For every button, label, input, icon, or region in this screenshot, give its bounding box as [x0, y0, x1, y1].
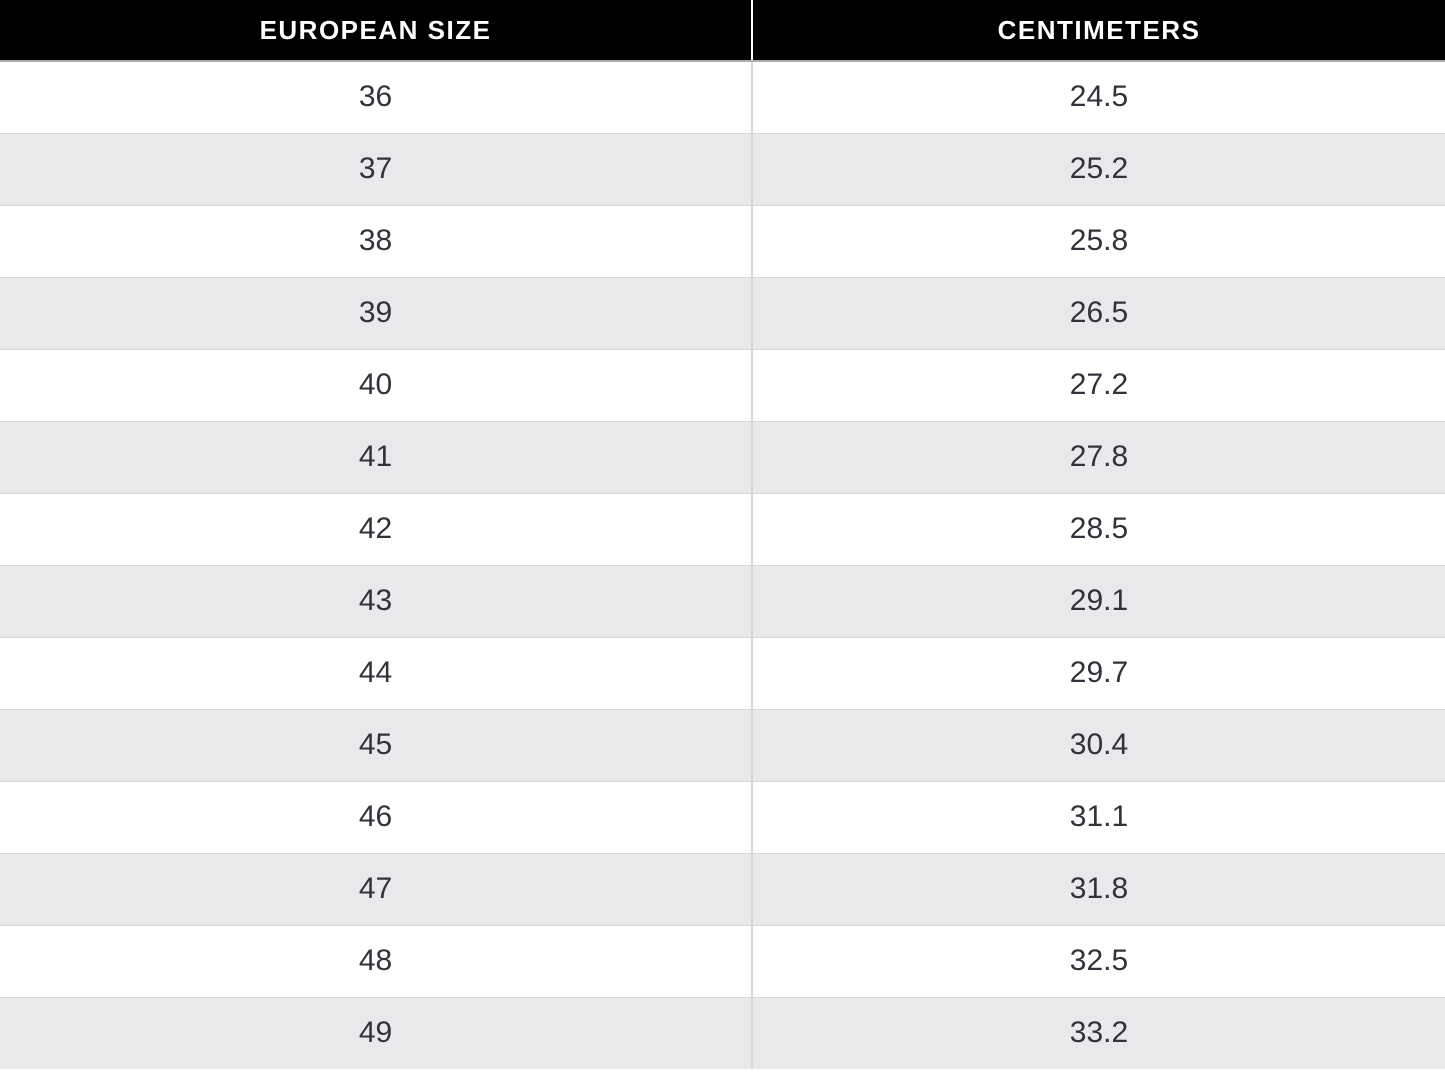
table-row: 48 32.5: [0, 924, 1445, 997]
header-row: EUROPEAN SIZE CENTIMETERS: [0, 0, 1445, 62]
centimeters-cell: 28.5: [752, 492, 1445, 565]
table-row: 47 31.8: [0, 852, 1445, 925]
european-size-cell: 47: [0, 852, 753, 925]
column-header-european-size: EUROPEAN SIZE: [0, 0, 753, 62]
centimeters-cell: 33.2: [752, 996, 1445, 1069]
table-row: 40 27.2: [0, 348, 1445, 421]
european-size-cell: 42: [0, 492, 753, 565]
centimeters-cell: 27.2: [752, 348, 1445, 421]
european-size-cell: 40: [0, 348, 753, 421]
table-row: 44 29.7: [0, 636, 1445, 709]
european-size-cell: 38: [0, 204, 753, 277]
european-size-cell: 45: [0, 708, 753, 781]
centimeters-cell: 29.1: [752, 564, 1445, 637]
table-row: 43 29.1: [0, 564, 1445, 637]
table-row: 42 28.5: [0, 492, 1445, 565]
european-size-cell: 37: [0, 132, 753, 205]
table-row: 45 30.4: [0, 708, 1445, 781]
centimeters-cell: 24.5: [752, 61, 1445, 133]
table-row: 46 31.1: [0, 780, 1445, 853]
table-header: EUROPEAN SIZE CENTIMETERS: [0, 0, 1445, 62]
centimeters-cell: 31.1: [752, 780, 1445, 853]
table-row: 36 24.5: [0, 61, 1445, 133]
table-row: 38 25.8: [0, 204, 1445, 277]
european-size-cell: 41: [0, 420, 753, 493]
european-size-cell: 49: [0, 996, 753, 1069]
table-body: 36 24.5 37 25.2 38 25.8 39 26.5 40 27.2 …: [0, 61, 1445, 1069]
centimeters-cell: 32.5: [752, 924, 1445, 997]
centimeters-cell: 27.8: [752, 420, 1445, 493]
european-size-cell: 39: [0, 276, 753, 349]
centimeters-cell: 26.5: [752, 276, 1445, 349]
table-row: 49 33.2: [0, 996, 1445, 1069]
centimeters-cell: 31.8: [752, 852, 1445, 925]
european-size-cell: 46: [0, 780, 753, 853]
column-header-centimeters: CENTIMETERS: [752, 0, 1445, 62]
table-row: 39 26.5: [0, 276, 1445, 349]
centimeters-cell: 30.4: [752, 708, 1445, 781]
european-size-cell: 36: [0, 61, 753, 133]
centimeters-cell: 25.2: [752, 132, 1445, 205]
table-row: 41 27.8: [0, 420, 1445, 493]
european-size-cell: 48: [0, 924, 753, 997]
table-row: 37 25.2: [0, 132, 1445, 205]
centimeters-cell: 29.7: [752, 636, 1445, 709]
european-size-cell: 43: [0, 564, 753, 637]
european-size-cell: 44: [0, 636, 753, 709]
centimeters-cell: 25.8: [752, 204, 1445, 277]
